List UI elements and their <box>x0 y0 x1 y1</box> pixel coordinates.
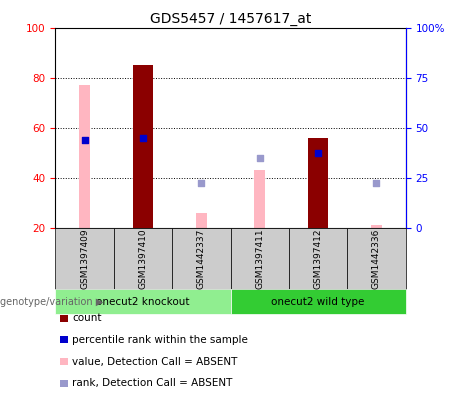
Text: genotype/variation ▶: genotype/variation ▶ <box>0 297 103 307</box>
Bar <box>133 65 153 228</box>
Point <box>256 154 263 161</box>
Text: count: count <box>72 313 101 323</box>
Bar <box>196 213 207 228</box>
Text: onecut2 knockout: onecut2 knockout <box>96 297 189 307</box>
Bar <box>308 138 328 228</box>
Bar <box>79 85 90 228</box>
Text: GSM1397410: GSM1397410 <box>138 228 148 289</box>
Text: onecut2 wild type: onecut2 wild type <box>272 297 365 307</box>
Bar <box>371 226 382 228</box>
Text: GSM1442337: GSM1442337 <box>197 228 206 288</box>
Title: GDS5457 / 1457617_at: GDS5457 / 1457617_at <box>150 13 311 26</box>
Text: value, Detection Call = ABSENT: value, Detection Call = ABSENT <box>72 356 237 367</box>
Text: GSM1397409: GSM1397409 <box>80 228 89 289</box>
Text: GSM1397411: GSM1397411 <box>255 228 264 289</box>
Text: GSM1442336: GSM1442336 <box>372 228 381 288</box>
Point <box>198 180 205 186</box>
Point <box>373 180 380 186</box>
Point <box>139 134 147 141</box>
Text: percentile rank within the sample: percentile rank within the sample <box>72 335 248 345</box>
Text: GSM1397412: GSM1397412 <box>313 228 323 288</box>
Point <box>81 137 88 143</box>
Bar <box>254 170 265 228</box>
Text: rank, Detection Call = ABSENT: rank, Detection Call = ABSENT <box>72 378 232 388</box>
Point <box>314 150 322 156</box>
